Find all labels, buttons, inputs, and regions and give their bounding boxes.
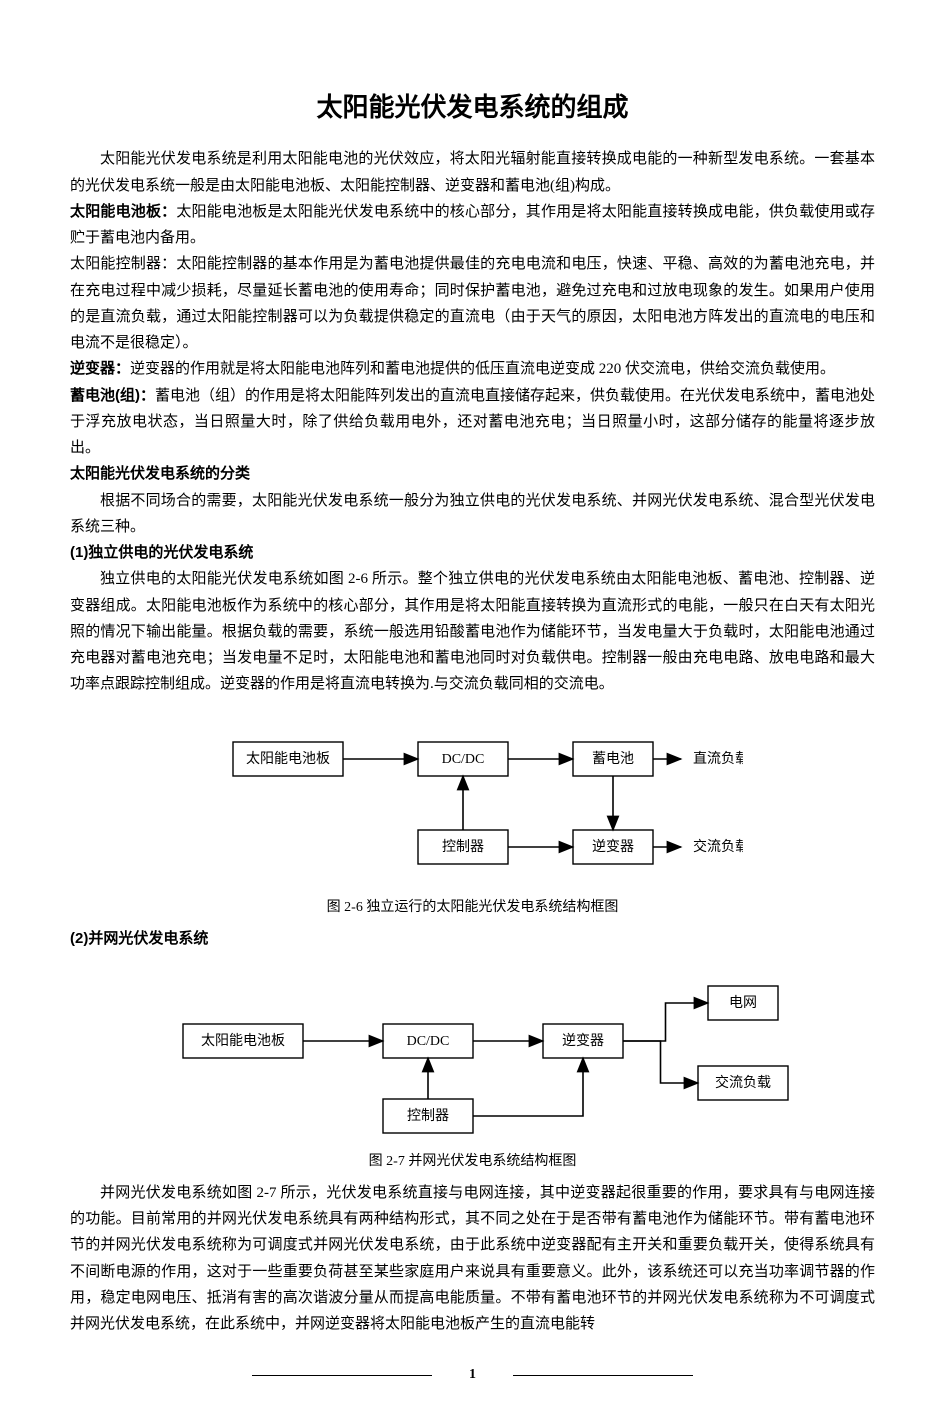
classify-heading: 太阳能光伏发电系统的分类: [70, 461, 875, 487]
system1-heading: (1)独立供电的光伏发电系统: [70, 540, 875, 566]
svg-text:逆变器: 逆变器: [562, 1033, 604, 1049]
caption-2-6: 图 2-6 独立运行的太阳能光伏发电系统结构框图: [70, 896, 875, 916]
svg-text:DC/DC: DC/DC: [406, 1034, 449, 1049]
panel-text: 太阳能电池板是太阳能光伏发电系统中的核心部分，其作用是将太阳能直接转换成电能，供…: [70, 204, 875, 246]
battery-text: 蓄电池（组）的作用是将太阳能阵列发出的直流电直接储存起来，供负载使用。在光伏发电…: [70, 388, 875, 457]
system2-heading: (2)并网光伏发电系统: [70, 926, 875, 952]
svg-text:直流负载: 直流负载: [693, 750, 743, 767]
controller-text: 太阳能控制器的基本作用是为蓄电池提供最佳的充电电流和电压，快速、平稳、高效的为蓄…: [70, 256, 875, 351]
svg-text:逆变器: 逆变器: [592, 839, 634, 855]
diagram-2-6-svg: 太阳能电池板 DC/DC 蓄电池 直流负载控制器 逆变器 交流负载: [203, 720, 743, 890]
classify-paragraph: 根据不同场合的需要，太阳能光伏发电系统一般分为独立供电的光伏发电系统、并网光伏发…: [70, 488, 875, 541]
battery-paragraph: 蓄电池(组)：蓄电池（组）的作用是将太阳能阵列发出的直流电直接储存起来，供负载使…: [70, 383, 875, 462]
inverter-label: 逆变器：: [70, 360, 130, 377]
intro-paragraph: 太阳能光伏发电系统是利用太阳能电池的光伏效应，将太阳光辐射能直接转换成电能的一种…: [70, 146, 875, 199]
svg-text:太阳能电池板: 太阳能电池板: [246, 751, 330, 767]
inverter-paragraph: 逆变器：逆变器的作用就是将太阳能电池阵列和蓄电池提供的低压直流电逆变成 220 …: [70, 356, 875, 382]
controller-paragraph: 太阳能控制器：太阳能控制器的基本作用是为蓄电池提供最佳的充电电流和电压，快速、平…: [70, 251, 875, 356]
diagram-2-7-svg: 太阳能电池板 DC/DC 逆变器 电网交流负载控制器: [153, 974, 793, 1144]
svg-text:交流负载: 交流负载: [693, 838, 743, 855]
page-title: 太阳能光伏发电系统的组成: [70, 87, 875, 124]
battery-label: 蓄电池(组)：: [70, 387, 155, 404]
svg-text:控制器: 控制器: [442, 839, 484, 855]
svg-text:控制器: 控制器: [407, 1108, 449, 1124]
inverter-text: 逆变器的作用就是将太阳能电池阵列和蓄电池提供的低压直流电逆变成 220 伏交流电…: [130, 361, 835, 377]
svg-text:交流负载: 交流负载: [715, 1074, 771, 1091]
controller-label: 太阳能控制器：: [70, 256, 176, 272]
system2-paragraph: 并网光伏发电系统如图 2-7 所示，光伏发电系统直接与电网连接，其中逆变器起很重…: [70, 1180, 875, 1338]
diagram-2-7: 太阳能电池板 DC/DC 逆变器 电网交流负载控制器: [70, 974, 875, 1144]
page-number: 1: [70, 1367, 875, 1383]
diagram-2-6: 太阳能电池板 DC/DC 蓄电池 直流负载控制器 逆变器 交流负载: [70, 720, 875, 890]
svg-text:电网: 电网: [729, 995, 757, 1011]
panel-label: 太阳能电池板：: [70, 203, 176, 220]
caption-2-7: 图 2-7 并网光伏发电系统结构框图: [70, 1150, 875, 1170]
svg-text:蓄电池: 蓄电池: [592, 751, 634, 767]
document-page: 太阳能光伏发电系统的组成 太阳能光伏发电系统是利用太阳能电池的光伏效应，将太阳光…: [0, 0, 945, 1413]
svg-text:DC/DC: DC/DC: [441, 752, 484, 767]
system1-paragraph: 独立供电的太阳能光伏发电系统如图 2-6 所示。整个独立供电的光伏发电系统由太阳…: [70, 566, 875, 697]
svg-text:太阳能电池板: 太阳能电池板: [201, 1033, 285, 1049]
panel-paragraph: 太阳能电池板：太阳能电池板是太阳能光伏发电系统中的核心部分，其作用是将太阳能直接…: [70, 199, 875, 252]
